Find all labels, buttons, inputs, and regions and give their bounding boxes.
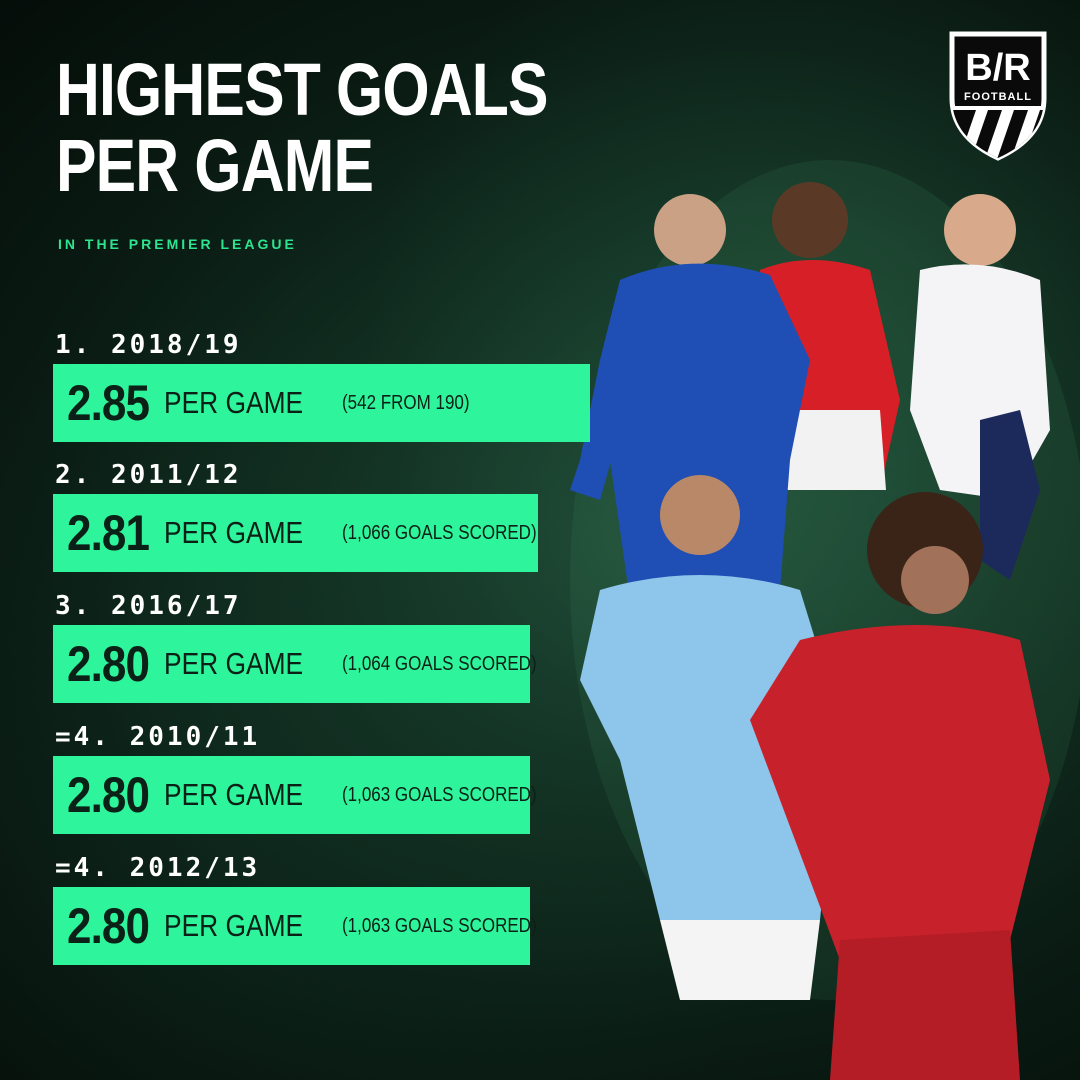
entry-rank: =4. 2012/13: [55, 853, 261, 883]
entry-detail: (542 FROM 190): [341, 391, 470, 414]
entry-detail: (1,063 GOALS SCORED): [341, 914, 537, 937]
entry-unit: PER GAME: [164, 385, 304, 420]
page-subtitle: IN THE PREMIER LEAGUE: [58, 236, 297, 252]
entry-bar: 2.80 PER GAME (1,063 GOALS SCORED): [53, 887, 537, 965]
player-liverpool-photo: [750, 492, 1050, 1080]
logo-subtext: FOOTBALL: [964, 91, 1032, 103]
player-man-city-photo: [580, 475, 840, 1000]
entry-value: 2.80: [67, 636, 150, 692]
entry-detail: (1,063 GOALS SCORED): [341, 783, 537, 806]
entry-bar: 2.80 PER GAME (1,063 GOALS SCORED): [53, 756, 537, 834]
entry-detail: (1,064 GOALS SCORED): [341, 652, 537, 675]
entry-unit: PER GAME: [164, 515, 304, 550]
entry-value: 2.85: [67, 375, 150, 431]
title-line-1: HIGHEST GOALS: [56, 48, 548, 131]
entry-rank: 1. 2018/19: [55, 330, 242, 360]
entry-bar: 2.85 PER GAME (542 FROM 190): [53, 364, 590, 442]
entry-detail: (1,066 GOALS SCORED): [341, 521, 537, 544]
entry-value: 2.80: [67, 898, 150, 954]
entry-bar: 2.81 PER GAME (1,066 GOALS SCORED): [53, 494, 538, 572]
title-line-2: PER GAME: [56, 124, 374, 207]
entry-unit: PER GAME: [164, 908, 304, 943]
entry-rank: 3. 2016/17: [55, 591, 242, 621]
entry-rank: =4. 2010/11: [55, 722, 261, 752]
entry-value: 2.81: [67, 505, 150, 561]
logo-text: B/R: [965, 47, 1030, 89]
player-tottenham-photo: [910, 194, 1050, 580]
entry-unit: PER GAME: [164, 777, 304, 812]
entry-rank: 2. 2011/12: [55, 460, 242, 490]
page-title: HIGHEST GOALS PER GAME: [56, 48, 548, 207]
player-chelsea-photo: [570, 194, 810, 600]
entry-unit: PER GAME: [164, 646, 304, 681]
br-football-logo: B/R FOOTBALL: [949, 31, 1047, 161]
entry-value: 2.80: [67, 767, 150, 823]
players-photo-collage: [570, 160, 1080, 1080]
entry-bar: 2.80 PER GAME (1,064 GOALS SCORED): [53, 625, 537, 703]
